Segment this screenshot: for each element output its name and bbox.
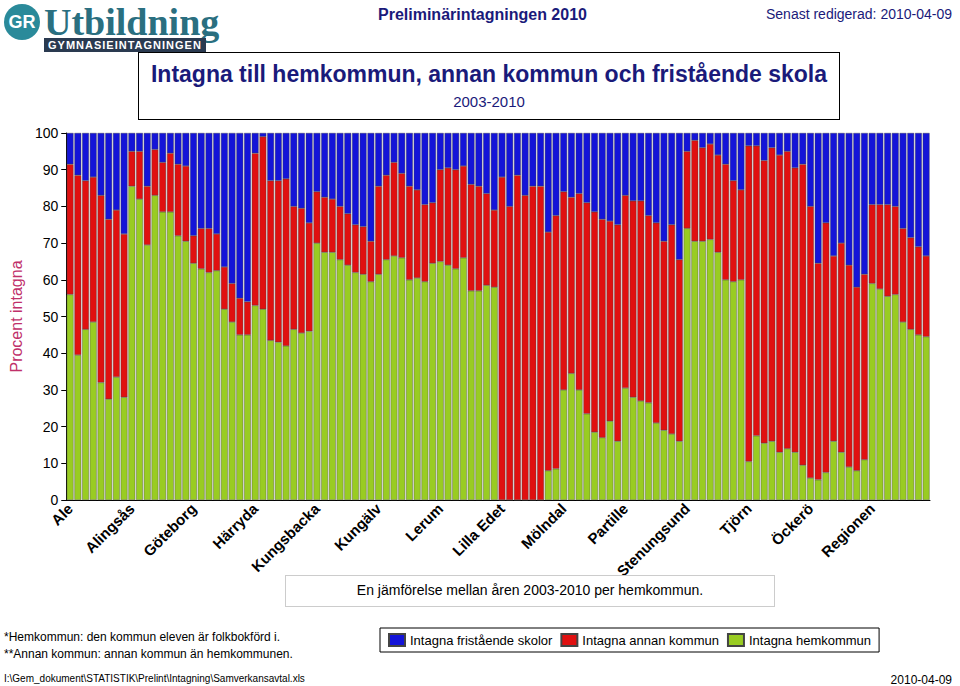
svg-text:60: 60 (43, 272, 59, 288)
html-text:Preliminärintagningen 2010: Preliminärintagningen 2010 (378, 6, 587, 23)
svg-text:Intagna hemkommun: Intagna hemkommun (749, 633, 871, 648)
svg-text:Härryda: Härryda (209, 500, 262, 553)
svg-text:Göteborg: Göteborg (140, 500, 200, 560)
svg-text:40: 40 (43, 345, 59, 361)
svg-text:80: 80 (43, 198, 59, 214)
html-text:Utbildning: Utbildning (44, 1, 220, 43)
html-text:2010-04-09: 2010-04-09 (890, 673, 952, 686)
svg-text:30: 30 (43, 382, 59, 398)
html-text:GR: GR (8, 12, 36, 32)
svg-text:Regionen: Regionen (818, 500, 878, 560)
svg-text:Kungsbacka: Kungsbacka (248, 500, 323, 575)
html-text:2003-2010: 2003-2010 (453, 93, 525, 110)
html-text:En jämförelse mellan åren 2003: En jämförelse mellan åren 2003-2010 per … (356, 582, 704, 598)
svg-text:Alingsås: Alingsås (82, 500, 138, 556)
html-text:Intagna till hemkommun, annan: Intagna till hemkommun, annan kommun och… (151, 61, 827, 87)
svg-text:10: 10 (43, 455, 59, 471)
svg-text:Stenungsund: Stenungsund (613, 500, 693, 580)
svg-text:Öckerö: Öckerö (768, 500, 817, 549)
svg-text:Procent intagna: Procent intagna (8, 260, 25, 372)
svg-text:50: 50 (43, 309, 59, 325)
svg-text:0: 0 (50, 492, 59, 508)
svg-text:Kungälv: Kungälv (331, 500, 385, 554)
svg-text:Ale: Ale (48, 500, 77, 529)
svg-text:Partille: Partille (584, 500, 631, 547)
svg-text:Mölndal: Mölndal (518, 500, 570, 552)
html-text:**Annan kommun: annan kommun ä: **Annan kommun: annan kommun än hemkommu… (4, 647, 293, 661)
html-text:*Hemkommun: den kommun eleven: *Hemkommun: den kommun eleven är folkbok… (4, 630, 281, 644)
svg-text:Intagna annan kommun: Intagna annan kommun (582, 633, 719, 648)
html-text:I:\Gem_dokument\STATISTIK\Prel: I:\Gem_dokument\STATISTIK\Prelint\Intagn… (4, 673, 305, 684)
svg-text:Intagna fristående skolor: Intagna fristående skolor (410, 633, 553, 648)
html-text:Senast redigerad: 2010-04-09: Senast redigerad: 2010-04-09 (766, 6, 952, 22)
svg-text:90: 90 (43, 162, 59, 178)
svg-text:20: 20 (43, 419, 59, 435)
svg-text:70: 70 (43, 235, 59, 251)
svg-text:Lilla Edet: Lilla Edet (449, 500, 508, 559)
svg-text:Tjörn: Tjörn (716, 500, 755, 539)
svg-text:100: 100 (35, 125, 59, 141)
svg-text:Lerum: Lerum (402, 500, 446, 544)
html-text:GYMNASIEINTAGNINGEN: GYMNASIEINTAGNINGEN (48, 39, 202, 51)
